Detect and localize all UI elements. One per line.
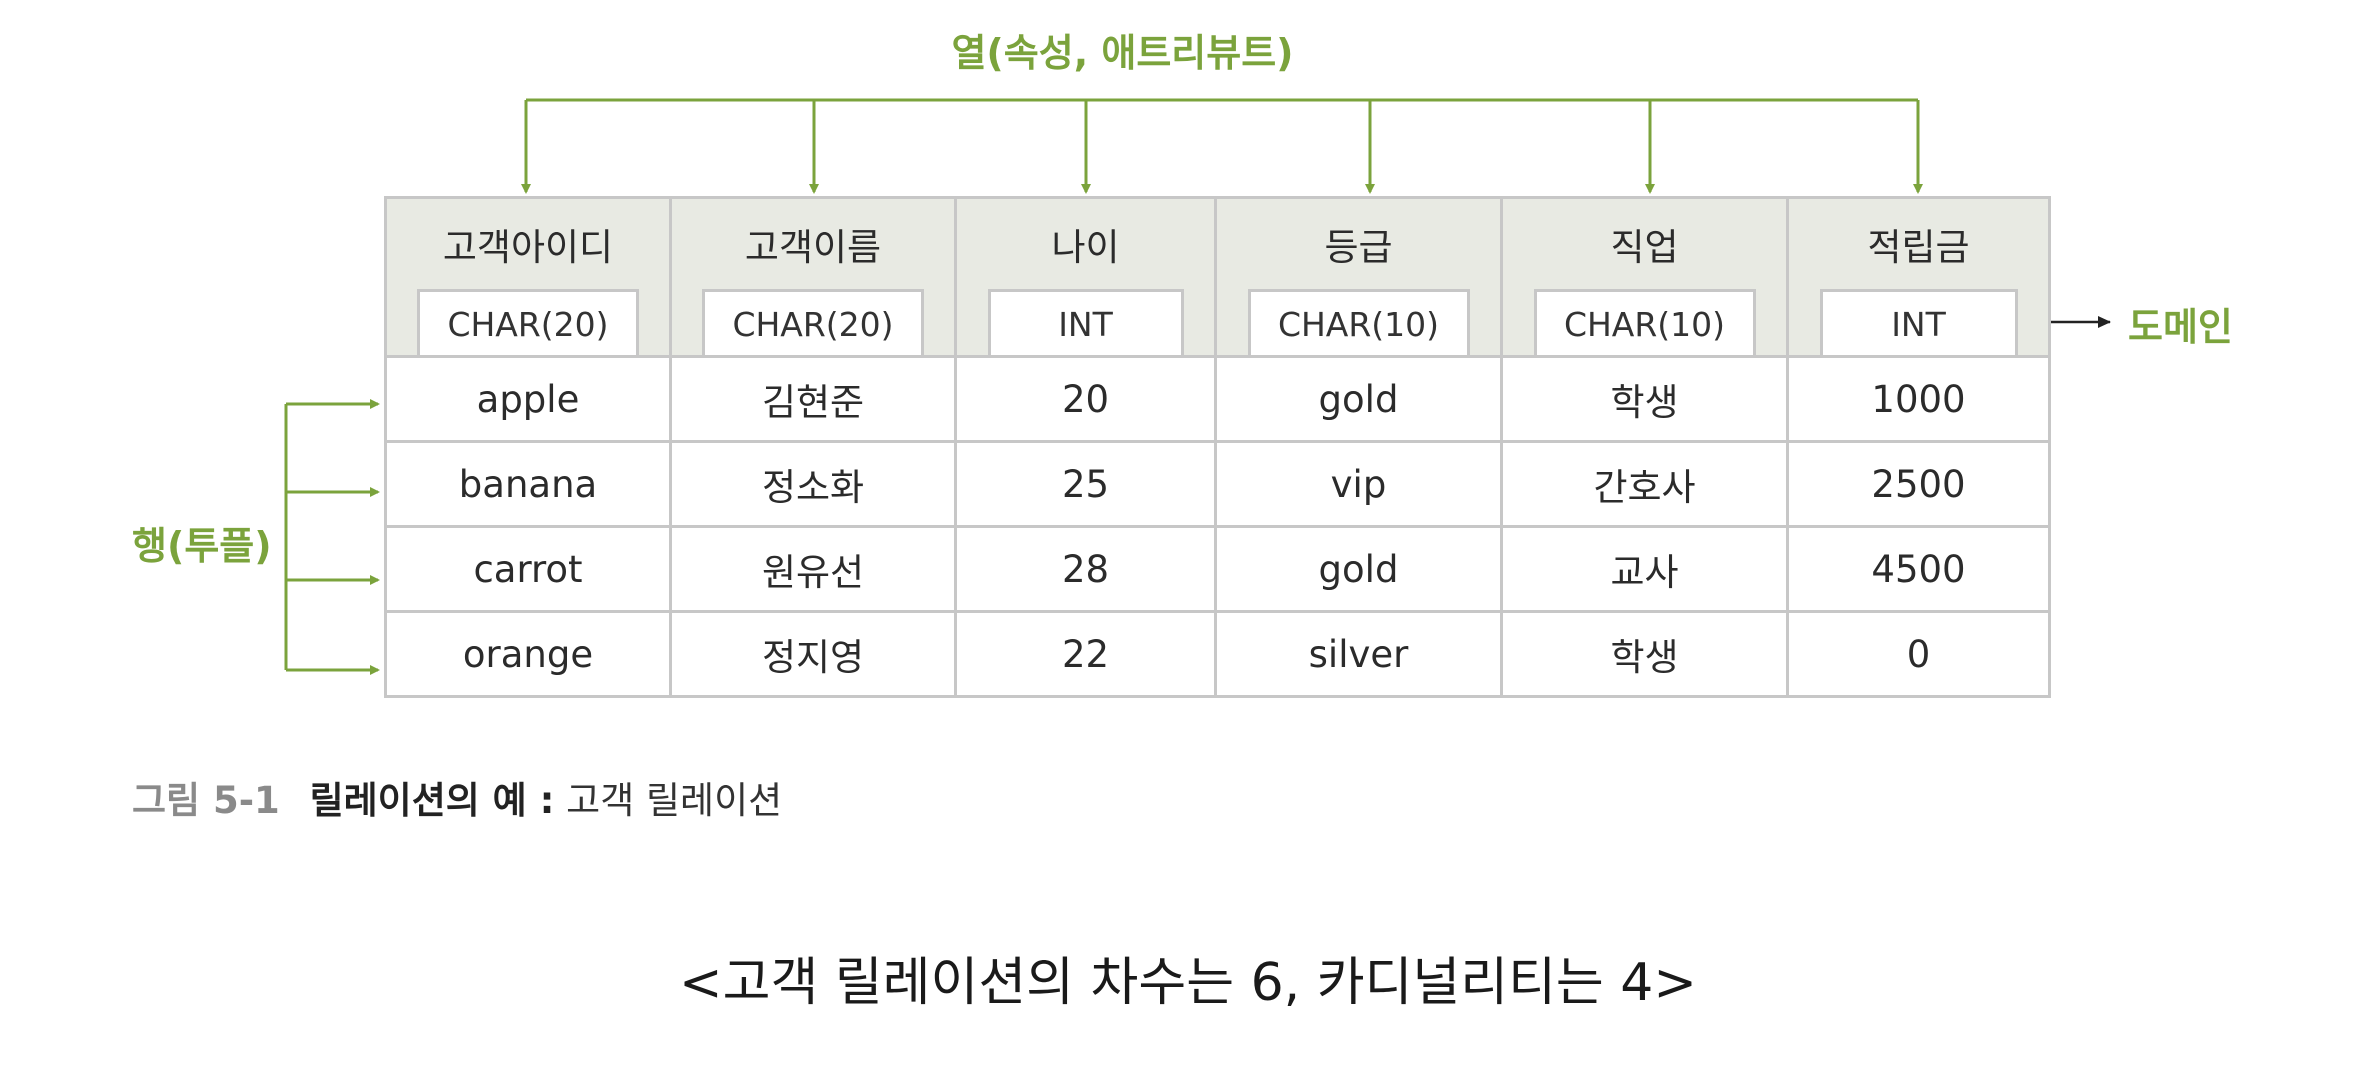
- domain-type-box: CHAR(20): [702, 289, 924, 355]
- attribute-name: 직업: [1610, 226, 1679, 269]
- table-cell: gold: [1214, 355, 1503, 443]
- figure-subtitle: 고객 릴레이션: [566, 779, 783, 822]
- header-cell: 직업 CHAR(10): [1500, 196, 1789, 358]
- table-cell: 28: [954, 525, 1217, 613]
- table-cell: silver: [1214, 610, 1503, 698]
- table-cell: 25: [954, 440, 1217, 528]
- table-cell: 22: [954, 610, 1217, 698]
- attribute-name: 적립금: [1867, 226, 1970, 269]
- customer-relation-table: 고객아이디 CHAR(20) 고객이름 CHAR(20) 나이 INT 등급 C…: [384, 196, 2051, 698]
- table-cell: 2500: [1786, 440, 2051, 528]
- table-row: banana 정소화 25 vip 간호사 2500: [384, 440, 2051, 528]
- attribute-name: 등급: [1324, 226, 1393, 269]
- domain-type-box: INT: [987, 289, 1184, 355]
- table-row: carrot 원유선 28 gold 교사 4500: [384, 525, 2051, 613]
- summary-text: <고객 릴레이션의 차수는 6, 카디널리티는 4>: [679, 953, 1697, 1013]
- attribute-name: 고객아이디: [442, 226, 614, 269]
- table-cell: 원유선: [669, 525, 957, 613]
- table-cell: apple: [384, 355, 672, 443]
- table-cell: 정소화: [669, 440, 957, 528]
- table-cell: gold: [1214, 525, 1503, 613]
- domain-type-box: CHAR(20): [417, 289, 639, 355]
- attribute-name: 나이: [1051, 226, 1120, 269]
- table-cell: carrot: [384, 525, 672, 613]
- table-body: apple 김현준 20 gold 학생 1000 banana 정소화 25 …: [384, 355, 2051, 698]
- table-row: apple 김현준 20 gold 학생 1000: [384, 355, 2051, 443]
- table-header: 고객아이디 CHAR(20) 고객이름 CHAR(20) 나이 INT 등급 C…: [384, 196, 2051, 358]
- table-cell: banana: [384, 440, 672, 528]
- table-cell: vip: [1214, 440, 1503, 528]
- table-cell: 간호사: [1500, 440, 1789, 528]
- domain-label: 도메인: [2128, 305, 2233, 349]
- header-cell: 고객아이디 CHAR(20): [384, 196, 672, 358]
- domain-type-box: CHAR(10): [1247, 289, 1470, 355]
- figure-caption: 그림 5-1 릴레이션의 예 : 고객 릴레이션: [132, 770, 782, 824]
- attribute-name: 고객이름: [744, 226, 882, 269]
- table-cell: 학생: [1500, 355, 1789, 443]
- table-cell: 1000: [1786, 355, 2051, 443]
- header-cell: 등급 CHAR(10): [1214, 196, 1503, 358]
- table-cell: 교사: [1500, 525, 1789, 613]
- column-bracket: [521, 98, 1923, 194]
- table-cell: 김현준: [669, 355, 957, 443]
- header-cell: 고객이름 CHAR(20): [669, 196, 957, 358]
- table-cell: 학생: [1500, 610, 1789, 698]
- table-cell: orange: [384, 610, 672, 698]
- header-cell: 나이 INT: [954, 196, 1217, 358]
- header-cell: 적립금 INT: [1786, 196, 2051, 358]
- domain-type-box: INT: [1819, 289, 2018, 355]
- domain-type-box: CHAR(10): [1533, 289, 1756, 355]
- table-cell: 20: [954, 355, 1217, 443]
- column-label: 열(속성, 애트리뷰트): [951, 31, 1294, 75]
- table-cell: 0: [1786, 610, 2051, 698]
- figure-number: 그림 5-1: [132, 779, 280, 822]
- figure-title: 릴레이션의 예 :: [309, 779, 555, 822]
- table-row: orange 정지영 22 silver 학생 0: [384, 610, 2051, 698]
- table-cell: 정지영: [669, 610, 957, 698]
- table-cell: 4500: [1786, 525, 2051, 613]
- row-label: 행(투플): [132, 524, 272, 568]
- row-bracket: [284, 399, 380, 675]
